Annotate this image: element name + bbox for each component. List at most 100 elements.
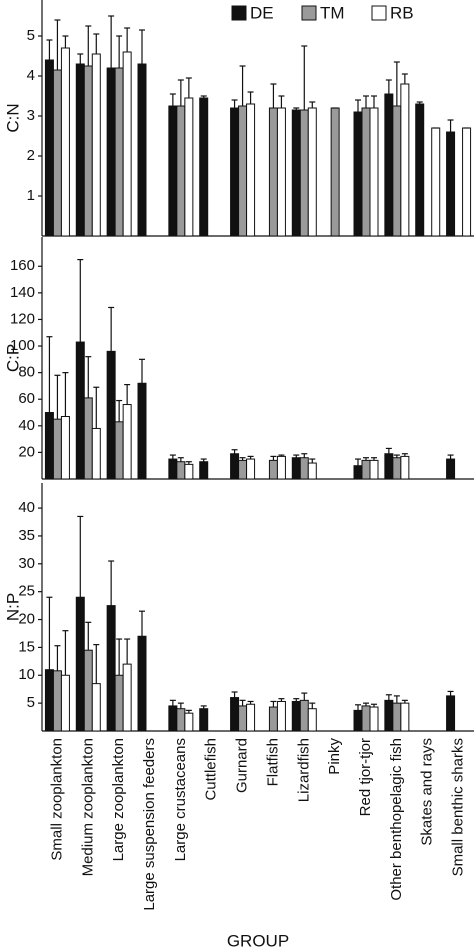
- bar: [291, 109, 301, 237]
- bar: [384, 699, 394, 732]
- bar: [246, 103, 256, 237]
- bar: [75, 341, 85, 480]
- bar: [184, 463, 194, 480]
- bar: [361, 705, 371, 732]
- bar: [353, 465, 363, 480]
- bar: [307, 107, 317, 237]
- bar: [168, 458, 178, 480]
- bar: [176, 105, 186, 237]
- y-tick-label: 20: [18, 443, 35, 460]
- bar: [392, 702, 402, 732]
- x-tick-label: Flatfish: [264, 738, 281, 786]
- bar: [230, 453, 240, 480]
- bar: [122, 51, 132, 237]
- bar: [369, 706, 379, 732]
- x-tick-label: Red tjor-tjor: [357, 738, 374, 816]
- x-tick-label: Medium zooplankton: [79, 738, 96, 876]
- bar: [446, 131, 456, 237]
- x-tick-label: Large suspension feeders: [141, 738, 158, 911]
- bar: [114, 421, 124, 480]
- bar: [268, 107, 278, 237]
- bar: [106, 350, 116, 480]
- bar: [91, 683, 101, 732]
- y-axis-label: C:P: [3, 344, 22, 372]
- y-tick-label: 40: [18, 417, 35, 434]
- y-tick-label: 35: [18, 527, 35, 544]
- bar: [238, 105, 248, 237]
- bar: [268, 459, 278, 480]
- y-tick-label: 5: [27, 694, 35, 711]
- x-tick-label: Small benthic sharks: [450, 738, 467, 876]
- bar: [168, 705, 178, 732]
- bar: [291, 700, 301, 732]
- y-tick-label: 20: [18, 611, 35, 628]
- y-tick-label: 140: [10, 284, 35, 301]
- y-tick-label: 30: [18, 555, 35, 572]
- bar: [199, 461, 209, 480]
- bar: [75, 596, 85, 732]
- bar: [353, 111, 363, 237]
- legend-swatch: [301, 5, 317, 21]
- bar: [75, 63, 85, 237]
- bar: [299, 457, 309, 480]
- bar: [137, 382, 147, 480]
- bar: [52, 69, 62, 237]
- bar: [361, 107, 371, 237]
- bar: [44, 59, 54, 237]
- y-tick-label: 1: [27, 187, 35, 204]
- x-tick-label: Small zooplankton: [48, 738, 65, 861]
- bar: [83, 397, 93, 480]
- bar: [60, 674, 70, 732]
- x-tick-label: Other benthopelagic fish: [388, 738, 405, 901]
- bar: [184, 712, 194, 732]
- bar: [299, 699, 309, 732]
- bar: [238, 705, 248, 732]
- bar: [238, 459, 248, 480]
- y-tick-label: 2: [27, 147, 35, 164]
- y-tick-label: 100: [10, 337, 35, 354]
- bar: [276, 107, 286, 237]
- bar: [60, 47, 70, 237]
- y-tick-label: 160: [10, 257, 35, 274]
- bar: [299, 109, 309, 237]
- y-tick-label: 60: [18, 390, 35, 407]
- y-tick-label: 80: [18, 364, 35, 381]
- bar: [91, 53, 101, 237]
- y-axis-label: C:N: [3, 103, 22, 132]
- bar: [137, 63, 147, 237]
- legend-label: TM: [320, 3, 345, 22]
- x-axis-label: GROUP: [227, 931, 289, 950]
- bar: [199, 97, 209, 237]
- bar: [392, 105, 402, 237]
- bar: [384, 93, 394, 237]
- x-tick-label: Gurnard: [234, 738, 251, 793]
- legend-swatch: [231, 5, 247, 21]
- bar: [307, 462, 317, 480]
- bar: [276, 455, 286, 480]
- y-tick-label: 4: [27, 67, 35, 84]
- bar: [353, 709, 363, 732]
- y-tick-label: 3: [27, 107, 35, 124]
- x-tick-label: Lizardfish: [295, 738, 312, 802]
- bar: [276, 700, 286, 732]
- bar: [446, 695, 456, 732]
- y-tick-label: 40: [18, 499, 35, 516]
- bar: [52, 418, 62, 480]
- bar: [137, 635, 147, 732]
- bar: [83, 649, 93, 732]
- y-axis-label: N:P: [3, 593, 22, 621]
- bar: [392, 457, 402, 480]
- bar: [268, 706, 278, 732]
- y-tick-label: 120: [10, 310, 35, 327]
- bar: [114, 67, 124, 237]
- bar: [431, 127, 441, 237]
- bar: [400, 702, 410, 732]
- bar: [106, 67, 116, 237]
- bar: [230, 697, 240, 732]
- x-tick-label: Cuttlefish: [203, 738, 220, 801]
- y-tick-label: 5: [27, 27, 35, 44]
- bar: [184, 97, 194, 237]
- bar: [246, 703, 256, 732]
- bar: [52, 670, 62, 732]
